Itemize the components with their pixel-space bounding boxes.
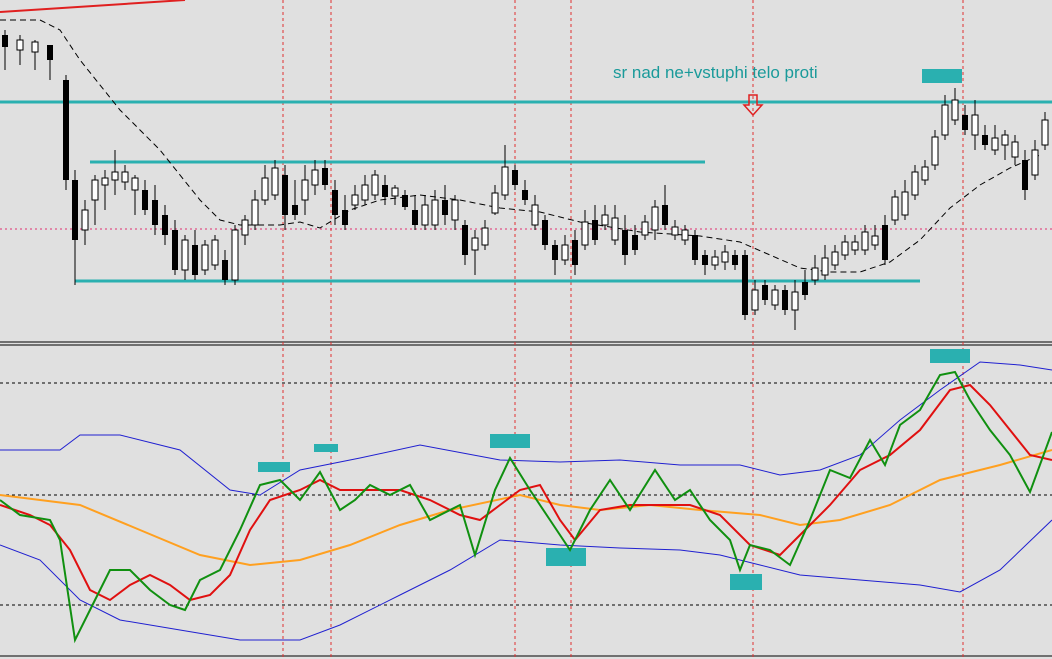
oscillator-line <box>0 370 1052 644</box>
annotation: sr nad ne+vstuphi telo proti <box>613 63 818 82</box>
signal-markers <box>258 69 970 590</box>
middle-band <box>0 449 1052 567</box>
indicator-levels <box>0 382 1052 606</box>
vertical-markers <box>282 0 964 659</box>
bearish-candles <box>2 35 1028 315</box>
bullish-candles <box>16 39 1049 311</box>
support-resistance <box>0 100 1052 283</box>
signal-line <box>0 383 1052 602</box>
trend-line <box>0 0 186 13</box>
upper-band <box>0 361 1052 496</box>
lower-band <box>0 519 1052 641</box>
down-arrow <box>742 94 764 117</box>
